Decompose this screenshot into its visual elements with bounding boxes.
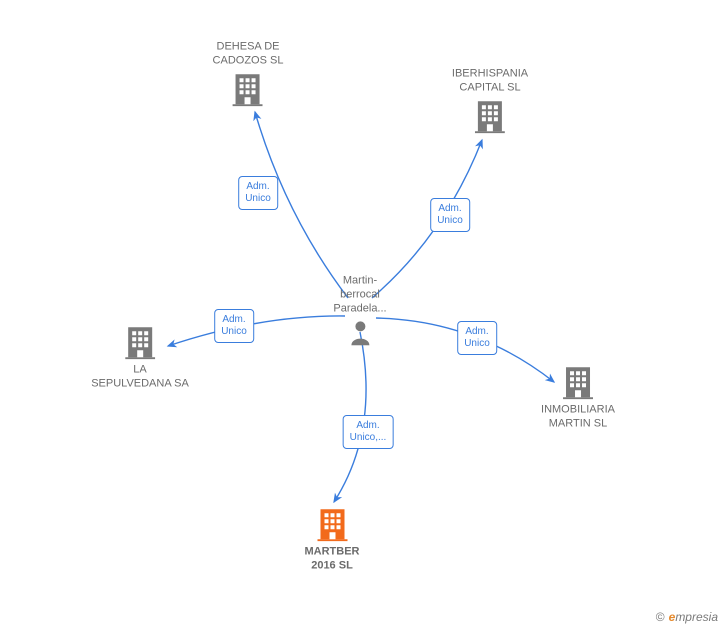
person-icon — [349, 320, 371, 346]
node-martber[interactable]: MARTBER 2016 SL — [305, 507, 360, 573]
edge-label-martber[interactable]: Adm. Unico,... — [343, 415, 394, 449]
node-label: LA SEPULVEDANA SA — [91, 363, 189, 391]
edge-label-inmobiliaria[interactable]: Adm. Unico — [457, 321, 497, 355]
node-dehesa[interactable]: DEHESA DE CADOZOS SL — [213, 40, 284, 110]
edge-label-sepulvedana[interactable]: Adm. Unico — [214, 309, 254, 343]
node-label: INMOBILIARIA MARTIN SL — [541, 403, 615, 431]
building-icon — [125, 325, 155, 359]
node-iberhispania[interactable]: IBERHISPANIA CAPITAL SL — [452, 67, 528, 137]
node-label: DEHESA DE CADOZOS SL — [213, 40, 284, 68]
node-sepulvedana[interactable]: LA SEPULVEDANA SA — [91, 325, 189, 391]
edge-label-iberhispania[interactable]: Adm. Unico — [430, 198, 470, 232]
node-inmobiliaria[interactable]: INMOBILIARIA MARTIN SL — [541, 365, 615, 431]
edge-sepulvedana — [168, 316, 345, 346]
copyright-symbol: © — [656, 610, 665, 624]
copyright: ©empresia — [656, 610, 718, 624]
center-label: Martin- berrocal Paradela... — [333, 274, 386, 315]
building-icon — [317, 507, 347, 541]
node-center-person[interactable]: Martin- berrocal Paradela... — [333, 274, 386, 345]
node-label: MARTBER 2016 SL — [305, 545, 360, 573]
brand-rest: mpresia — [675, 610, 718, 624]
building-icon — [475, 99, 505, 133]
node-label: IBERHISPANIA CAPITAL SL — [452, 67, 528, 95]
diagram-canvas: Martin- berrocal Paradela... DEHESA DE C… — [0, 0, 728, 630]
edge-label-dehesa[interactable]: Adm. Unico — [238, 176, 278, 210]
building-icon — [233, 72, 263, 106]
building-icon — [563, 365, 593, 399]
